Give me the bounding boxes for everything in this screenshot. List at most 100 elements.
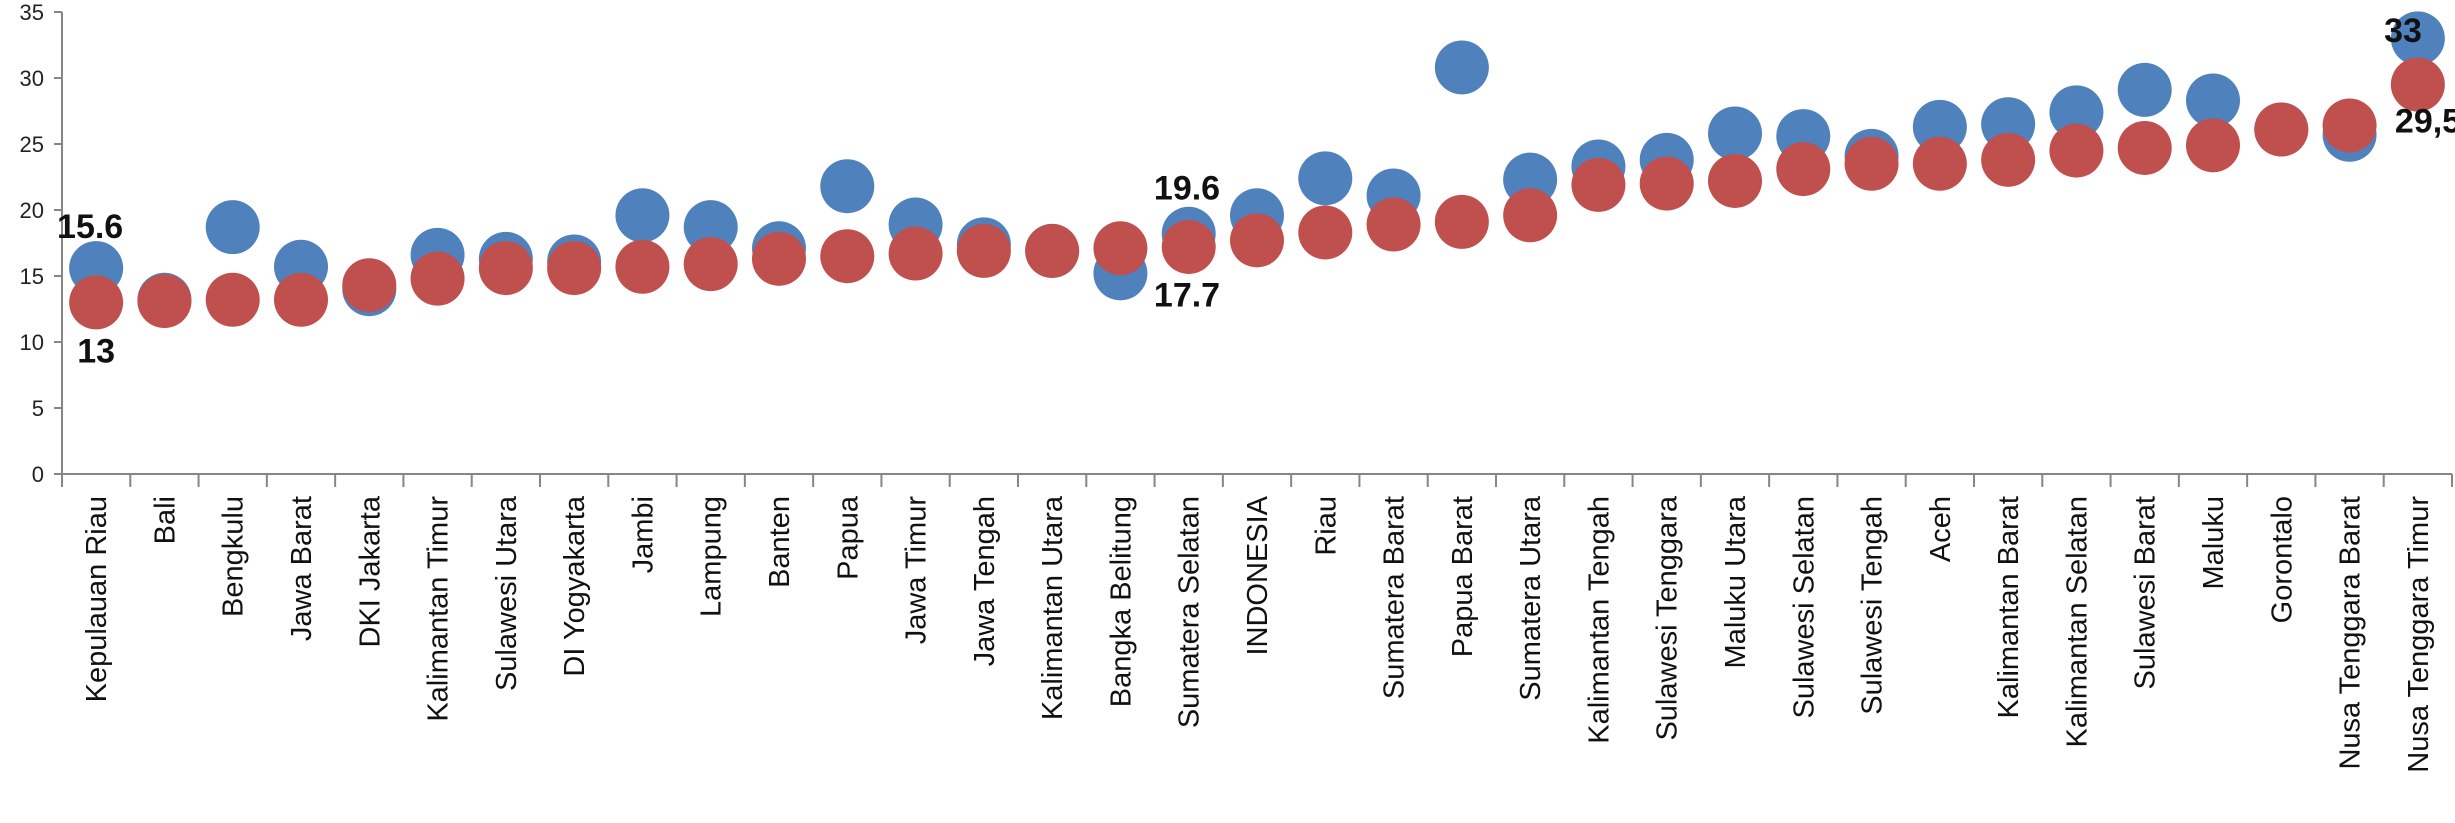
x-tick-label: Sumatera Barat xyxy=(1379,496,1411,699)
x-tick-label: Nusa Tenggara Timur xyxy=(2403,496,2435,773)
marker-series-1 xyxy=(615,188,670,243)
marker-series-1 xyxy=(1298,151,1353,206)
y-tick-label: 5 xyxy=(32,396,44,421)
x-tick-label: Sumatera Utara xyxy=(1515,495,1547,701)
marker-series-2 xyxy=(1298,205,1353,260)
marker-series-2 xyxy=(752,231,806,286)
x-tick-label: Kalimantan Selatan xyxy=(2061,496,2093,748)
chart-marks xyxy=(69,11,2445,330)
x-tick-label: Sulawesi Tenggara xyxy=(1652,495,1684,740)
marker-series-2 xyxy=(1639,156,1694,211)
marker-series-1 xyxy=(1912,99,1967,154)
x-tick-label: Sulawesi Selatan xyxy=(1788,496,1820,718)
chart-data-labels: 15.6 13 19.6 17.7 33 29,5 xyxy=(57,12,2455,370)
x-tick-label: Kalimantan Timur xyxy=(423,496,455,722)
x-tick-label: Maluku Utara xyxy=(1720,495,1752,668)
marker-series-2 xyxy=(1161,219,1216,274)
x-tick-label: Kalimantan Utara xyxy=(1037,495,1069,720)
x-tick-label: Jambi xyxy=(627,496,659,573)
marker-series-2 xyxy=(410,251,465,306)
x-tick-label: Aceh xyxy=(1925,496,1957,562)
marker-series-2 xyxy=(1844,136,1899,191)
marker-series-1 xyxy=(820,159,875,214)
x-tick-label: Sumatera Selatan xyxy=(1174,496,1206,728)
x-tick-label: Bengkulu xyxy=(218,496,250,617)
x-tick-label: Maluku xyxy=(2198,496,2230,590)
x-tick-label: Gorontalo xyxy=(2266,496,2298,623)
marker-series-2 xyxy=(1230,213,1284,268)
chart-axes: 0 5 10 15 20 25 30 35 Kepulauan Riau Bali Bengkulu… xyxy=(20,0,2453,773)
x-tick-label: Kalimantan Barat xyxy=(1993,496,2025,718)
marker-series-2 xyxy=(342,258,397,313)
marker-series-2 xyxy=(1708,153,1762,208)
x-tick-label: Kalimantan Tengah xyxy=(1583,496,1615,744)
data-label: 13 xyxy=(77,332,115,370)
marker-series-2 xyxy=(888,226,943,281)
marker-series-2 xyxy=(1776,142,1831,197)
marker-series-2 xyxy=(69,275,124,330)
marker-series-2 xyxy=(683,237,738,292)
x-tick-label: Jawa Tengah xyxy=(969,496,1001,666)
marker-series-2 xyxy=(1912,136,1967,191)
marker-series-2 xyxy=(615,239,670,294)
x-tick-label: Papua xyxy=(832,495,864,580)
data-label: 19.6 xyxy=(1154,169,1220,207)
x-tick-label: Sulawesi Tengah xyxy=(1857,496,1889,715)
x-tick-label: Jawa Barat xyxy=(286,496,318,641)
x-tick-label: Jawa Timur xyxy=(901,496,933,645)
y-tick-label: 35 xyxy=(20,0,44,25)
marker-series-1 xyxy=(205,200,260,255)
marker-series-2 xyxy=(1503,188,1558,243)
data-label: 15.6 xyxy=(57,208,123,246)
marker-series-1 xyxy=(2390,11,2445,66)
marker-series-2 xyxy=(2322,98,2377,153)
marker-series-2 xyxy=(205,272,260,327)
marker-series-2 xyxy=(478,241,533,296)
x-tick-label: Nusa Tenggara Barat xyxy=(2335,496,2367,770)
marker-series-1 xyxy=(2186,73,2240,128)
x-tick-label: Lampung xyxy=(696,496,728,617)
marker-series-2 xyxy=(820,229,875,284)
x-tick-label: Bali xyxy=(149,496,181,544)
x-tick-label: DKI Jakarta xyxy=(354,495,386,647)
y-tick-label: 25 xyxy=(20,132,44,157)
marker-series-1 xyxy=(683,200,738,255)
x-tick-label: Kepulauan Riau xyxy=(81,496,113,702)
marker-series-2 xyxy=(1571,157,1626,212)
y-tick-label: 15 xyxy=(20,264,44,289)
x-tick-label: DI Yogyakarta xyxy=(559,495,591,676)
x-tick-label: Sulawesi Utara xyxy=(491,495,523,691)
x-tick-label: Sulawesi Barat xyxy=(2130,496,2162,689)
marker-series-2 xyxy=(2186,118,2240,173)
data-label: 33 xyxy=(2384,12,2422,50)
data-label: 17.7 xyxy=(1154,276,1220,314)
marker-series-2 xyxy=(137,274,192,329)
marker-series-1 xyxy=(2049,85,2104,140)
marker-series-2 xyxy=(956,223,1011,278)
marker-series-2 xyxy=(1025,223,1080,278)
x-tick-label: Bangka Belitung xyxy=(1105,496,1137,707)
x-tick-label: Banten xyxy=(764,496,796,588)
y-tick-label: 30 xyxy=(20,66,44,91)
y-tick-label: 0 xyxy=(32,462,44,487)
data-label: 29,5 xyxy=(2395,103,2455,141)
x-tick-label: Riau xyxy=(1310,496,1342,556)
marker-series-2 xyxy=(1981,132,2036,187)
marker-series-2 xyxy=(547,241,602,296)
x-tick-label: Papua Barat xyxy=(1447,496,1479,657)
x-tick-label: INDONESIA xyxy=(1242,495,1274,655)
marker-series-2 xyxy=(1434,194,1489,249)
marker-series-1 xyxy=(2117,62,2172,117)
marker-series-1 xyxy=(1708,106,1762,161)
marker-series-2 xyxy=(2049,123,2104,178)
marker-series-2 xyxy=(2254,102,2309,157)
marker-series-2 xyxy=(2390,57,2445,112)
marker-series-2 xyxy=(2117,120,2172,175)
marker-series-1 xyxy=(1434,40,1489,95)
marker-series-2 xyxy=(274,272,328,327)
marker-series-2 xyxy=(1093,221,1148,276)
y-tick-label: 10 xyxy=(20,330,44,355)
y-tick-label: 20 xyxy=(20,198,44,223)
marker-series-2 xyxy=(1366,197,1421,252)
